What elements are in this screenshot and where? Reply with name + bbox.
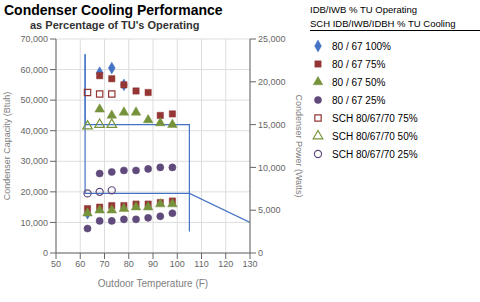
svg-text:5,000: 5,000 xyxy=(258,205,281,215)
html-text:SCH 80/67/70 50%: SCH 80/67/70 50% xyxy=(332,130,418,142)
svg-text:120: 120 xyxy=(218,259,233,269)
svg-text:80: 80 xyxy=(124,259,134,269)
svg-text:25,000: 25,000 xyxy=(258,34,286,44)
svg-text:110: 110 xyxy=(194,259,208,269)
svg-text:10,000: 10,000 xyxy=(258,163,286,173)
svg-text:Condenser Power (Watts): Condenser Power (Watts) xyxy=(294,94,304,197)
svg-text:40,000: 40,000 xyxy=(20,126,48,136)
svg-text:50,000: 50,000 xyxy=(20,95,48,105)
html-text:IDB/IWB % TU Operating: IDB/IWB % TU Operating xyxy=(310,4,417,15)
svg-text:100: 100 xyxy=(170,259,185,269)
html-text:SCH IDB/IWB/IDBH % TU Cooling: SCH IDB/IWB/IDBH % TU Cooling xyxy=(310,18,456,29)
svg-text:60,000: 60,000 xyxy=(20,65,48,75)
html-text:as Percentage of TU's Operatin: as Percentage of TU's Operating xyxy=(30,19,200,31)
html-text:80 / 67 50%: 80 / 67 50% xyxy=(332,76,386,88)
svg-text:20,000: 20,000 xyxy=(20,187,48,197)
html-text:80 / 67 75%: 80 / 67 75% xyxy=(332,58,386,70)
svg-text:60: 60 xyxy=(75,259,85,269)
svg-text:10,000: 10,000 xyxy=(20,218,48,228)
html-text:80 / 67 25%: 80 / 67 25% xyxy=(332,94,386,106)
html-text:80 / 67 100%: 80 / 67 100% xyxy=(332,40,391,52)
svg-text:0: 0 xyxy=(258,248,263,258)
svg-text:30,000: 30,000 xyxy=(20,156,48,166)
svg-text:70,000: 70,000 xyxy=(20,34,48,44)
html-text:SCH 80/67/70 25%: SCH 80/67/70 25% xyxy=(332,148,418,160)
svg-text:Condenser Capacity (Btuh): Condenser Capacity (Btuh) xyxy=(8,92,12,201)
svg-text:130: 130 xyxy=(242,259,257,269)
svg-text:Outdoor Temperature (F): Outdoor Temperature (F) xyxy=(98,278,208,289)
html-text:SCH 80/67/70 75%: SCH 80/67/70 75% xyxy=(332,112,418,124)
svg-text:0: 0 xyxy=(43,248,48,258)
svg-text:90: 90 xyxy=(148,259,158,269)
svg-text:50: 50 xyxy=(51,259,61,269)
svg-text:70: 70 xyxy=(99,259,109,269)
html-text:Condenser Cooling Performance: Condenser Cooling Performance xyxy=(4,2,223,18)
svg-text:15,000: 15,000 xyxy=(258,120,286,130)
svg-text:20,000: 20,000 xyxy=(258,77,286,87)
